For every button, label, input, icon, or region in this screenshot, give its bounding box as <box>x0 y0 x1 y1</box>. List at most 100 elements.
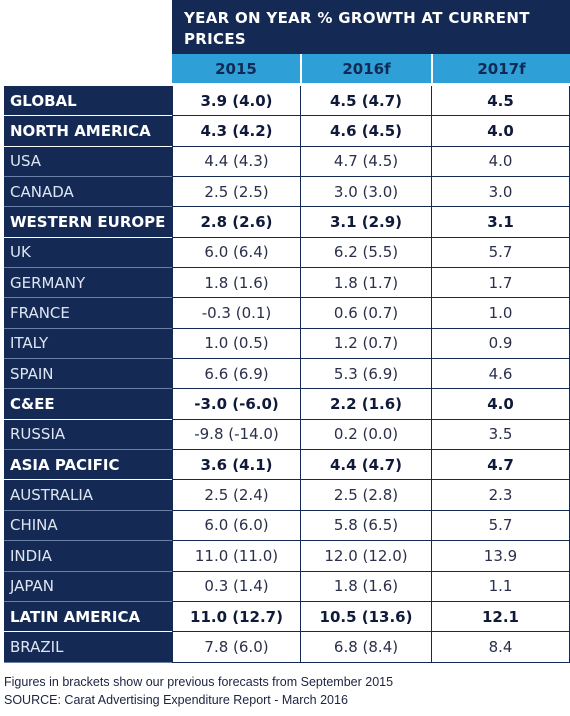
table-row: BRAZIL 7.8 (6.0) 6.8 (8.4) 8.4 <box>4 632 570 663</box>
value-2017f: 12.1 <box>431 601 570 633</box>
table-row: WESTERN EUROPE 2.8 (2.6) 3.1 (2.9) 3.1 <box>4 207 570 238</box>
table-row: GLOBAL 3.9 (4.0) 4.5 (4.7) 4.5 <box>4 86 570 117</box>
value-2015: 11.0 (12.7) <box>172 601 300 633</box>
value-2016f: 1.2 (0.7) <box>300 328 431 360</box>
table-row: NORTH AMERICA 4.3 (4.2) 4.6 (4.5) 4.0 <box>4 116 570 147</box>
row-label: BRAZIL <box>4 632 172 663</box>
table-row: ASIA PACIFIC 3.6 (4.1) 4.4 (4.7) 4.7 <box>4 450 570 481</box>
row-label: GLOBAL <box>4 86 172 117</box>
value-2015: 4.4 (4.3) <box>172 146 300 178</box>
value-2016f: 4.5 (4.7) <box>300 86 431 117</box>
value-2016f: 2.5 (2.8) <box>300 480 431 511</box>
row-label: C&EE <box>4 389 172 420</box>
table-row: ITALY 1.0 (0.5) 1.2 (0.7) 0.9 <box>4 328 570 360</box>
row-label: AUSTRALIA <box>4 480 172 511</box>
value-2016f: 6.8 (8.4) <box>300 632 431 663</box>
table-row: AUSTRALIA 2.5 (2.4) 2.5 (2.8) 2.3 <box>4 480 570 511</box>
value-2016f: 5.3 (6.9) <box>300 359 431 390</box>
value-2017f: 5.7 <box>431 510 570 542</box>
value-2017f: 2.3 <box>431 480 570 511</box>
value-2015: 2.8 (2.6) <box>172 207 300 238</box>
row-label: RUSSIA <box>4 419 172 451</box>
value-2016f: 0.6 (0.7) <box>300 298 431 329</box>
value-2016f: 5.8 (6.5) <box>300 510 431 542</box>
value-2017f: 4.6 <box>431 359 570 390</box>
value-2016f: 1.8 (1.7) <box>300 268 431 299</box>
row-label: WESTERN EUROPE <box>4 207 172 238</box>
table-row: RUSSIA -9.8 (-14.0) 0.2 (0.0) 3.5 <box>4 419 570 451</box>
value-2016f: 3.1 (2.9) <box>300 207 431 238</box>
row-label: CANADA <box>4 177 172 208</box>
row-label: SPAIN <box>4 359 172 390</box>
row-label: LATIN AMERICA <box>4 601 172 633</box>
value-2017f: 3.1 <box>431 207 570 238</box>
value-2017f: 4.5 <box>431 86 570 117</box>
row-label: CHINA <box>4 510 172 542</box>
year-header-2015: 2015 <box>172 54 300 83</box>
value-2016f: 10.5 (13.6) <box>300 601 431 633</box>
value-2015: 2.5 (2.5) <box>172 177 300 208</box>
value-2015: 6.6 (6.9) <box>172 359 300 390</box>
value-2015: 6.0 (6.4) <box>172 237 300 269</box>
table-row: C&EE -3.0 (-6.0) 2.2 (1.6) 4.0 <box>4 389 570 420</box>
value-2017f: 3.5 <box>431 419 570 451</box>
table-row: SPAIN 6.6 (6.9) 5.3 (6.9) 4.6 <box>4 359 570 390</box>
value-2015: 7.8 (6.0) <box>172 632 300 663</box>
value-2017f: 1.7 <box>431 268 570 299</box>
value-2015: 3.6 (4.1) <box>172 450 300 481</box>
row-label: ITALY <box>4 328 172 360</box>
value-2016f: 1.8 (1.6) <box>300 571 431 602</box>
footnote: Figures in brackets show our previous fo… <box>4 675 394 689</box>
table-row: INDIA 11.0 (11.0) 12.0 (12.0) 13.9 <box>4 541 570 572</box>
footer: Figures in brackets show our previous fo… <box>4 673 570 709</box>
value-2016f: 3.0 (3.0) <box>300 177 431 208</box>
value-2015: 1.8 (1.6) <box>172 268 300 299</box>
table-row: JAPAN 0.3 (1.4) 1.8 (1.6) 1.1 <box>4 571 570 602</box>
value-2017f: 4.0 <box>431 389 570 420</box>
value-2017f: 1.0 <box>431 298 570 329</box>
year-header-row: 2015 2016f 2017f <box>172 54 570 83</box>
row-label: GERMANY <box>4 268 172 299</box>
table-row: GERMANY 1.8 (1.6) 1.8 (1.7) 1.7 <box>4 268 570 299</box>
row-label: JAPAN <box>4 571 172 602</box>
value-2015: -3.0 (-6.0) <box>172 389 300 420</box>
table-row: CANADA 2.5 (2.5) 3.0 (3.0) 3.0 <box>4 177 570 208</box>
row-label: ASIA PACIFIC <box>4 450 172 481</box>
value-2017f: 4.0 <box>431 146 570 178</box>
row-label: UK <box>4 237 172 269</box>
value-2015: 6.0 (6.0) <box>172 510 300 542</box>
table-body: GLOBAL 3.9 (4.0) 4.5 (4.7) 4.5 NORTH AMERICA… <box>4 86 570 663</box>
year-header-2016f: 2016f <box>300 54 431 83</box>
row-label: FRANCE <box>4 298 172 329</box>
table-row: LATIN AMERICA 11.0 (12.7) 10.5 (13.6) 12.1 <box>4 601 570 633</box>
value-2016f: 0.2 (0.0) <box>300 419 431 451</box>
year-header-2017f: 2017f <box>431 54 570 83</box>
value-2017f: 5.7 <box>431 237 570 269</box>
value-2017f: 4.0 <box>431 116 570 147</box>
row-label: NORTH AMERICA <box>4 116 172 147</box>
value-2016f: 2.2 (1.6) <box>300 389 431 420</box>
value-2016f: 6.2 (5.5) <box>300 237 431 269</box>
value-2016f: 4.6 (4.5) <box>300 116 431 147</box>
value-2017f: 13.9 <box>431 541 570 572</box>
value-2016f: 4.4 (4.7) <box>300 450 431 481</box>
value-2015: 1.0 (0.5) <box>172 328 300 360</box>
value-2015: 4.3 (4.2) <box>172 116 300 147</box>
value-2015: -9.8 (-14.0) <box>172 419 300 451</box>
table-row: FRANCE -0.3 (0.1) 0.6 (0.7) 1.0 <box>4 298 570 329</box>
table-row: USA 4.4 (4.3) 4.7 (4.5) 4.0 <box>4 146 570 178</box>
value-2015: 0.3 (1.4) <box>172 571 300 602</box>
value-2015: 2.5 (2.4) <box>172 480 300 511</box>
value-2016f: 4.7 (4.5) <box>300 146 431 178</box>
row-label: INDIA <box>4 541 172 572</box>
value-2015: 11.0 (11.0) <box>172 541 300 572</box>
value-2015: -0.3 (0.1) <box>172 298 300 329</box>
value-2017f: 3.0 <box>431 177 570 208</box>
table-title: YEAR ON YEAR % GROWTH AT CURRENT PRICES <box>172 0 570 54</box>
table-row: CHINA 6.0 (6.0) 5.8 (6.5) 5.7 <box>4 510 570 542</box>
source-note: SOURCE: Carat Advertising Expenditure Re… <box>4 693 348 707</box>
value-2017f: 1.1 <box>431 571 570 602</box>
value-2017f: 4.7 <box>431 450 570 481</box>
value-2015: 3.9 (4.0) <box>172 86 300 117</box>
